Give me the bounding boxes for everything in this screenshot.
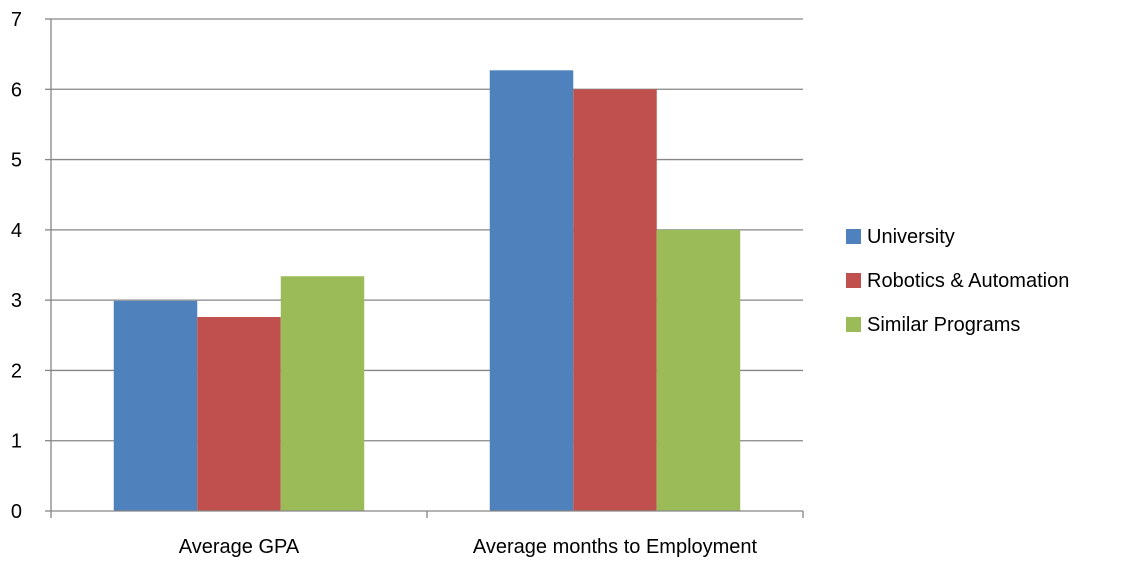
x-axis-category-labels: Average GPA Average months to Employment (179, 536, 758, 558)
bar (656, 229, 741, 511)
y-tick-label: 3 (11, 290, 22, 312)
legend-swatch (846, 229, 861, 244)
y-tick-label: 7 (11, 9, 22, 31)
y-tick-label: 6 (11, 79, 22, 101)
legend-label: Similar Programs (867, 314, 1020, 336)
y-tick-label: 1 (11, 431, 22, 453)
y-tick-label: 5 (11, 150, 22, 172)
legend-label: University (867, 226, 955, 248)
axes (45, 18, 804, 518)
bar (489, 70, 574, 512)
bar (113, 300, 198, 511)
y-tick-label: 4 (11, 220, 22, 242)
y-tick-label: 0 (11, 501, 22, 523)
bars (113, 70, 741, 512)
x-category-label: Average GPA (179, 536, 300, 558)
bar (573, 89, 657, 512)
y-axis-tick-labels: 0 1 2 3 4 5 6 7 (11, 9, 22, 523)
x-category-label: Average months to Employment (473, 536, 758, 558)
legend-label: Robotics & Automation (867, 270, 1069, 292)
legend: University Robotics & Automation Similar P… (846, 226, 1069, 336)
legend-swatch (846, 273, 861, 288)
bar (280, 276, 365, 511)
bar (197, 317, 281, 511)
legend-swatch (846, 317, 861, 332)
y-tick-label: 2 (11, 360, 22, 382)
